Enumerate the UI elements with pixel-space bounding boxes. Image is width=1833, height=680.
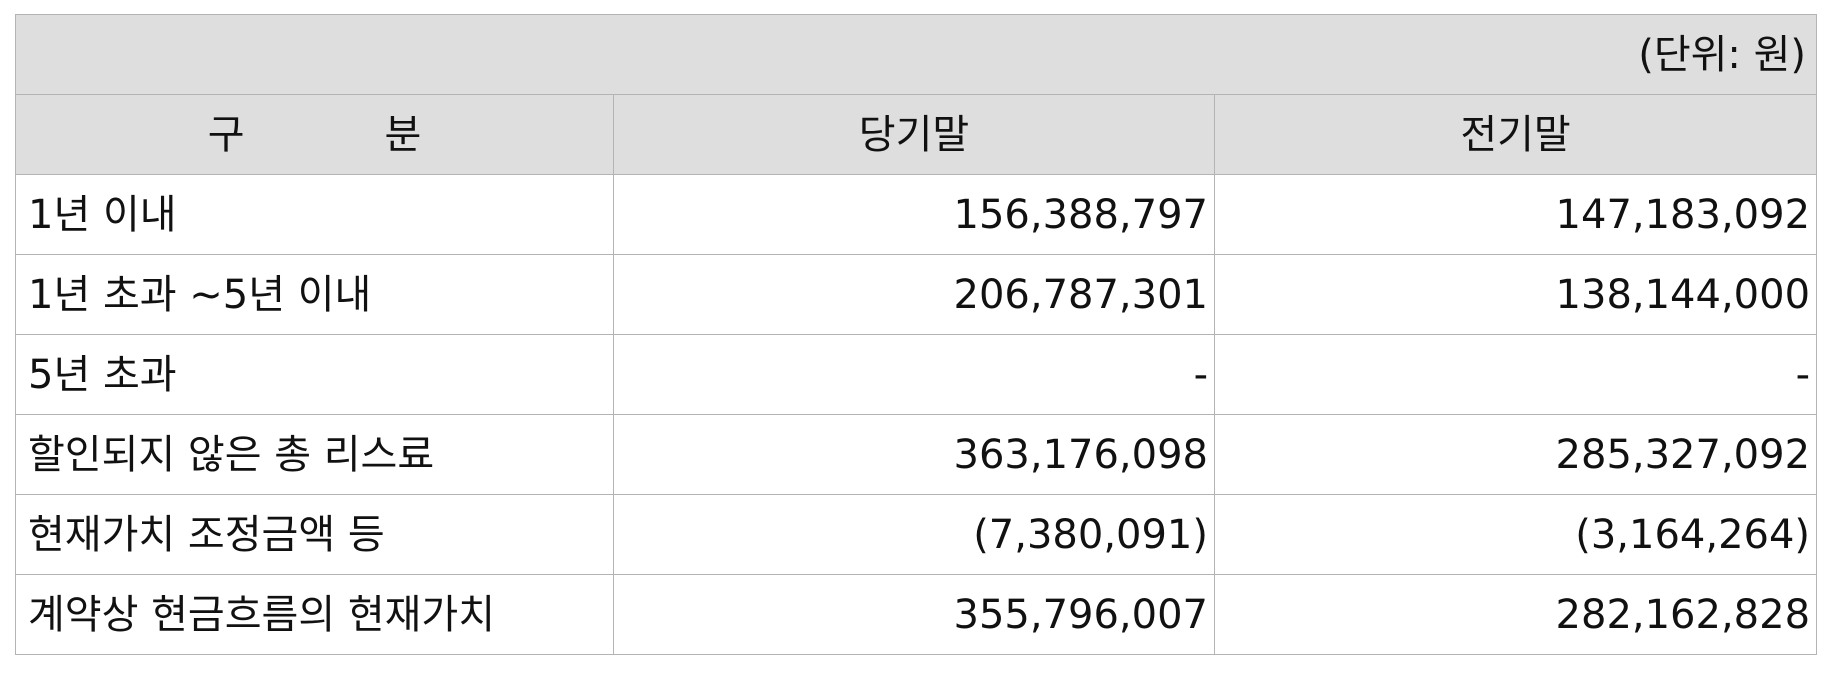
row-prior-value: 285,327,092 — [1213, 414, 1818, 495]
table-row: 1년 초과 ~5년 이내 206,787,301 138,144,000 — [15, 254, 1818, 335]
row-prior-value: (3,164,264) — [1213, 494, 1818, 575]
row-current-value: 206,787,301 — [613, 254, 1215, 335]
row-prior-value: 138,144,000 — [1213, 254, 1818, 335]
header-category-part1: 구 — [207, 111, 245, 158]
row-current-value: 156,388,797 — [613, 174, 1215, 255]
row-label: 1년 초과 ~5년 이내 — [15, 254, 614, 335]
table-row: 현재가치 조정금액 등 (7,380,091) (3,164,264) — [15, 494, 1818, 575]
row-current-value: 363,176,098 — [613, 414, 1215, 495]
row-label: 현재가치 조정금액 등 — [15, 494, 614, 575]
row-current-value: (7,380,091) — [613, 494, 1215, 575]
header-current-period: 당기말 — [613, 94, 1215, 175]
table-row: 계약상 현금흐름의 현재가치 355,796,007 282,162,828 — [15, 574, 1818, 655]
table-row: 할인되지 않은 총 리스료 363,176,098 285,327,092 — [15, 414, 1818, 495]
row-prior-value: - — [1213, 334, 1818, 415]
row-prior-value: 147,183,092 — [1213, 174, 1818, 255]
row-current-value: 355,796,007 — [613, 574, 1215, 655]
unit-label: (단위: 원) — [14, 14, 1818, 95]
row-label: 1년 이내 — [15, 174, 614, 255]
unit-row: (단위: 원) — [14, 14, 1818, 95]
row-label: 계약상 현금흐름의 현재가치 — [15, 574, 614, 655]
row-prior-value: 282,162,828 — [1213, 574, 1818, 655]
header-prior-period: 전기말 — [1213, 94, 1818, 175]
header-category-part2: 분 — [384, 111, 422, 158]
row-label: 5년 초과 — [15, 334, 614, 415]
row-current-value: - — [613, 334, 1215, 415]
row-label: 할인되지 않은 총 리스료 — [15, 414, 614, 495]
table-row: 5년 초과 - - — [15, 334, 1818, 415]
table-row: 1년 이내 156,388,797 147,183,092 — [15, 174, 1818, 255]
